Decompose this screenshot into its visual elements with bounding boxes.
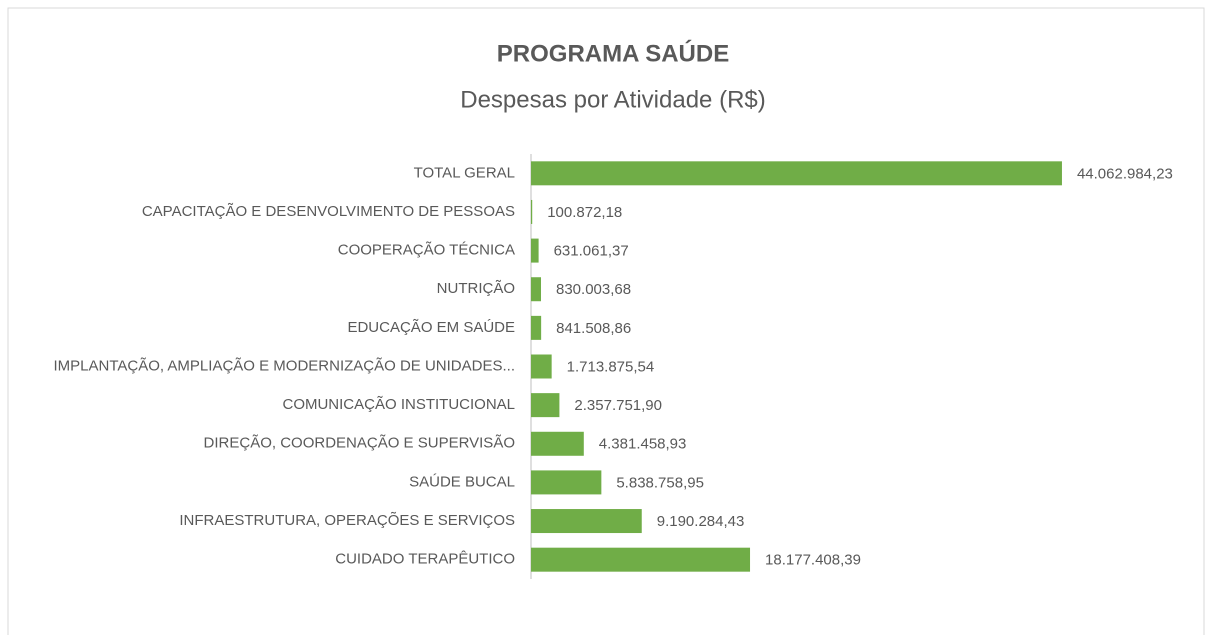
value-label: 18.177.408,39 xyxy=(765,552,861,569)
bar xyxy=(531,393,560,418)
category-label: IMPLANTAÇÃO, AMPLIAÇÃO E MODERNIZAÇÃO DE… xyxy=(54,357,515,374)
bar xyxy=(531,509,642,534)
bar xyxy=(531,547,751,572)
bar xyxy=(531,431,584,456)
value-label: 631.061,37 xyxy=(554,243,629,260)
category-label: CAPACITAÇÃO E DESENVOLVIMENTO DE PESSOAS xyxy=(142,203,515,220)
value-label: 100.872,18 xyxy=(547,204,622,221)
bar xyxy=(531,354,552,379)
bar xyxy=(531,199,533,224)
value-label: 44.062.984,23 xyxy=(1077,165,1173,182)
chart-subtitle: Despesas por Atividade (R$) xyxy=(460,86,765,113)
category-label: TOTAL GERAL xyxy=(414,164,515,181)
category-label: INFRAESTRUTURA, OPERAÇÕES E SERVIÇOS xyxy=(179,512,515,529)
category-label: COMUNICAÇÃO INSTITUCIONAL xyxy=(282,396,515,413)
category-label: DIREÇÃO, COORDENAÇÃO E SUPERVISÃO xyxy=(204,435,515,452)
value-label: 830.003,68 xyxy=(556,281,631,298)
category-label: COOPERAÇÃO TÉCNICA xyxy=(338,242,515,259)
bar xyxy=(531,238,539,263)
category-label: SAÚDE BUCAL xyxy=(409,473,515,490)
value-label: 2.357.751,90 xyxy=(574,397,662,414)
chart-border xyxy=(7,7,1205,635)
category-label: NUTRIÇÃO xyxy=(437,280,515,297)
value-label: 1.713.875,54 xyxy=(567,358,655,375)
value-label: 9.190.284,43 xyxy=(657,513,745,530)
bar xyxy=(531,277,542,302)
category-label: CUIDADO TERAPÊUTICO xyxy=(335,551,515,568)
value-label: 841.508,86 xyxy=(556,320,631,337)
category-label: EDUCAÇÃO EM SAÚDE xyxy=(347,319,515,336)
chart-title: PROGRAMA SAÚDE xyxy=(497,39,729,67)
bar xyxy=(531,470,602,495)
value-label: 5.838.758,95 xyxy=(616,474,704,491)
value-label: 4.381.458,93 xyxy=(599,436,687,453)
bar xyxy=(531,315,542,340)
bar xyxy=(531,161,1062,186)
